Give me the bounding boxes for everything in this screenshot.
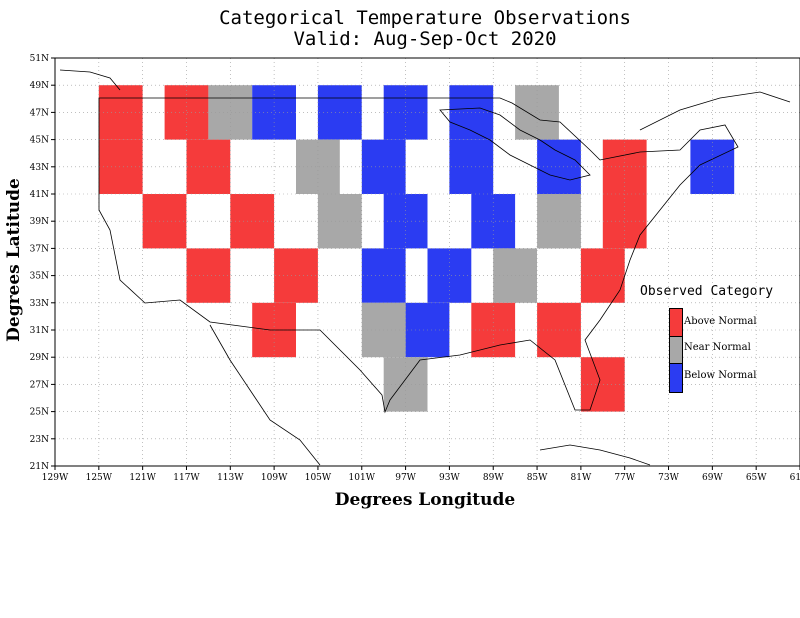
x-tick-label: 73W [658,473,679,483]
chart-title: Categorical Temperature Observations [219,7,631,29]
x-tick-label: 117W [173,473,200,483]
y-tick-label: 51N [30,54,49,64]
x-tick-label: 93W [439,473,460,483]
category-cell [383,357,428,412]
category-cell [252,85,296,140]
y-tick-label: 45N [30,136,49,146]
x-tick-label: 125W [86,473,113,483]
y-axis-label: Degrees Latitude [4,178,24,342]
y-tick-label: 47N [30,108,49,118]
legend-swatch-near [669,336,683,365]
us-outline [59,69,791,466]
y-tick-label: 43N [30,163,49,173]
canada-coast-path [59,69,791,131]
x-tick-label: 97W [395,473,416,483]
y-tick-label: 41N [30,190,49,200]
category-cell [230,194,275,249]
x-tick-label: 101W [349,473,376,483]
y-tick-label: 39N [30,217,49,227]
legend-label-near: Near Normal [684,342,751,353]
y-tick-label: 31N [30,326,49,336]
y-tick-label: 33N [30,299,49,309]
x-tick-label: 121W [129,473,156,483]
y-tick-label: 21N [30,462,49,472]
y-tick-label: 27N [30,380,49,390]
y-tick-label: 35N [30,272,49,282]
legend-swatch-above [669,308,683,338]
legend-label-above: Above Normal [684,316,757,327]
x-tick-label: 69W [702,473,723,483]
y-tick-label: 37N [30,244,49,254]
category-cell [208,85,253,140]
legend-swatch-below [669,363,683,393]
x-tick-label: 113W [217,473,244,483]
y-tick-label: 29N [30,353,49,363]
us-outline-path [98,97,739,414]
x-tick-label: 89W [483,473,504,483]
x-tick-label: 81W [571,473,592,483]
y-tick-label: 25N [30,408,49,418]
y-tick-label: 49N [30,81,49,91]
x-tick-label: 85W [527,473,548,483]
axes: 129W 125W 121W 117W 113W 109W 105W 101W 97W 93W 89… [30,54,800,483]
x-tick-label: 65W [746,473,767,483]
category-cell [98,139,143,194]
x-axis-label: Degrees Longitude [334,490,516,510]
category-cell [383,85,428,140]
category-cells [98,85,735,412]
cuba-path [539,444,651,466]
x-tick-label: 77W [614,473,635,483]
x-tick-label: 109W [261,473,288,483]
category-cell [580,357,625,412]
legend-label-below: Below Normal [684,370,757,381]
y-tick-label: 23N [30,435,49,445]
mexico-coast-path [209,324,321,466]
plot-frame [54,57,800,467]
chart-subtitle: Valid: Aug-Sep-Oct 2020 [293,28,557,50]
category-cell [515,85,559,140]
x-tick-label: 61W [790,473,800,483]
x-tick-label: 105W [305,473,332,483]
x-tick-label: 129W [42,473,69,483]
category-cell [98,85,143,140]
great-lakes-path [439,107,591,181]
legend-title: Observed Category [640,284,774,299]
